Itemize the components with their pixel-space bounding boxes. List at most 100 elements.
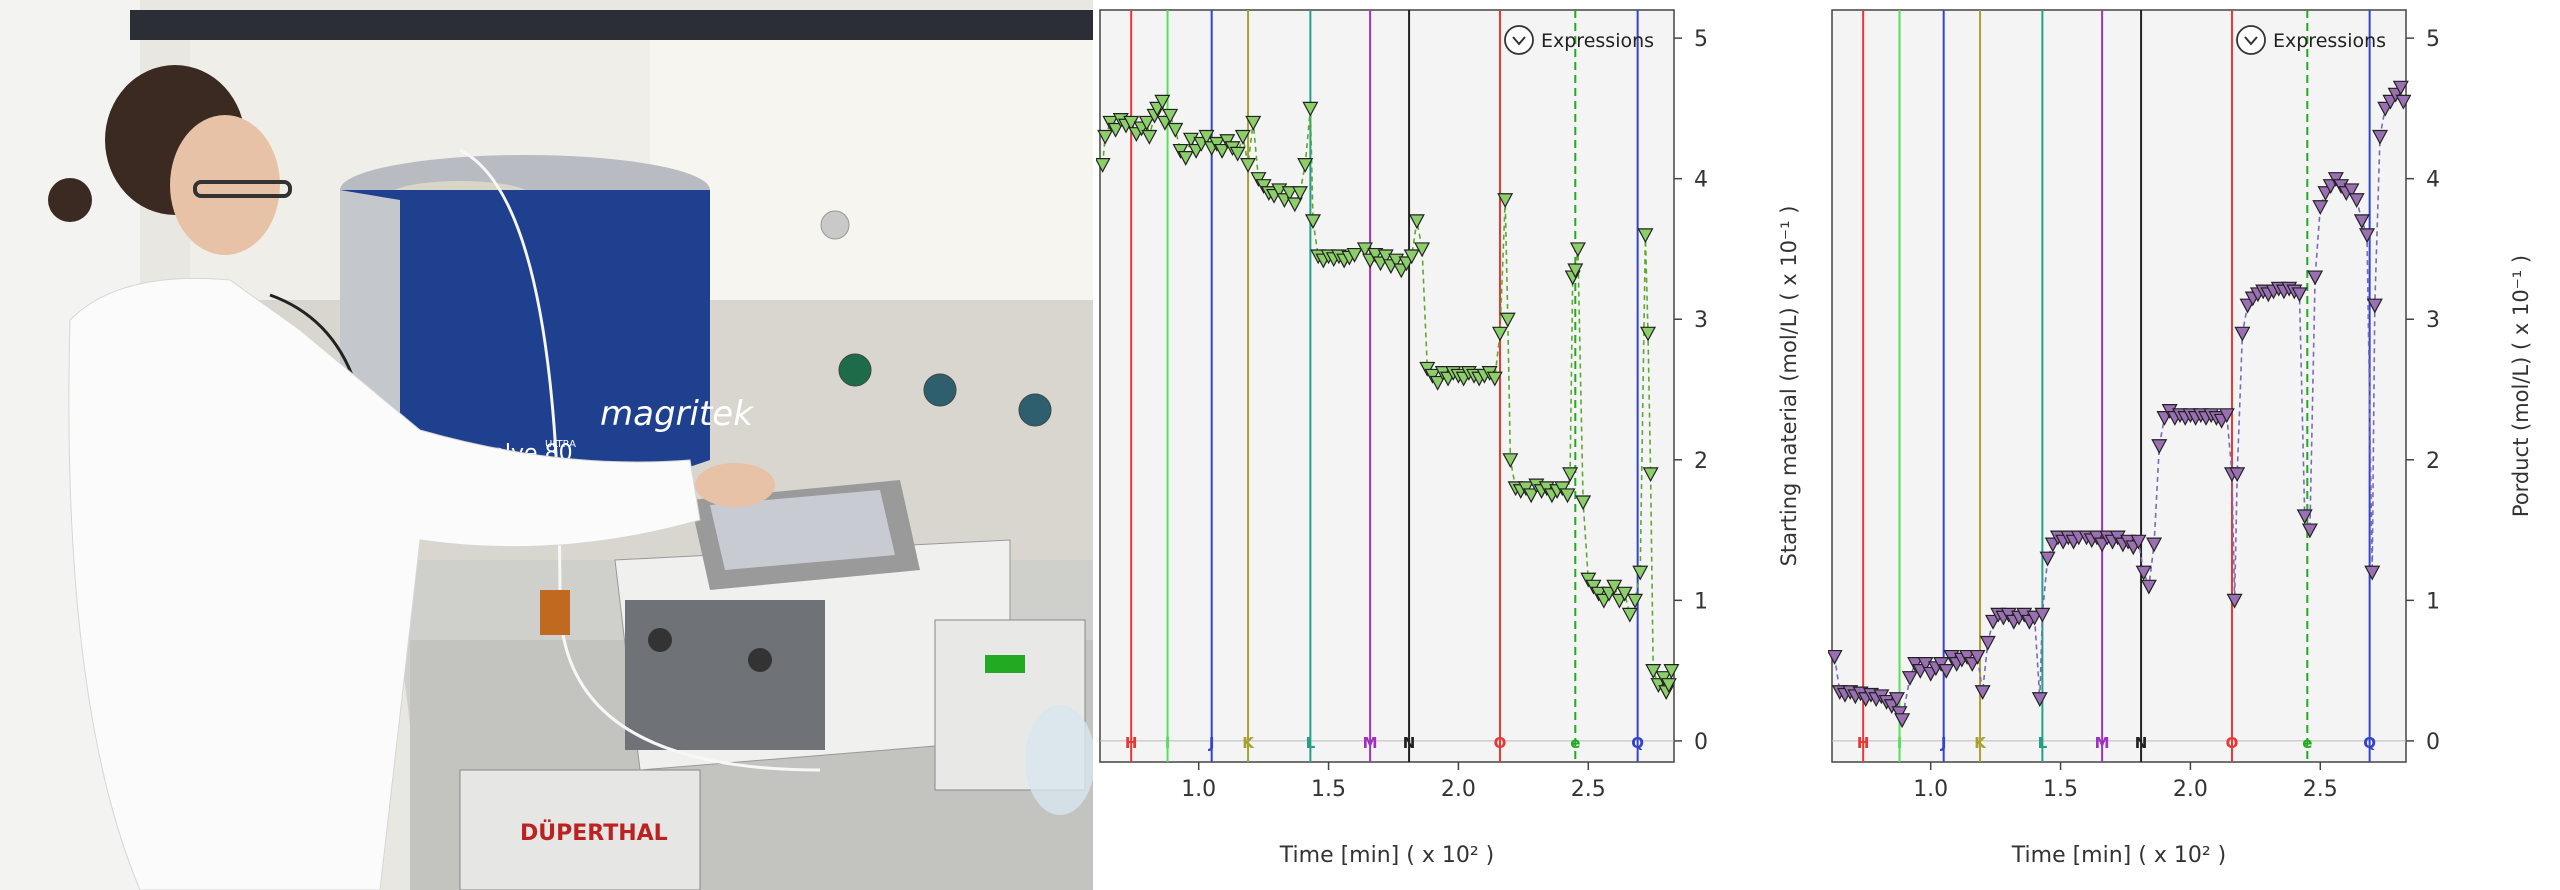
data-point (2348, 193, 2365, 209)
y-tick-label: 1 (2426, 589, 2440, 614)
expressions-button[interactable]: Expressions (1504, 25, 1654, 55)
expressions-button-label[interactable]: Expressions (1541, 30, 1654, 52)
cabinet-brand-label: DÜPERTHAL (520, 820, 668, 846)
data-point (1974, 685, 1991, 700)
pump-display (985, 655, 1025, 673)
y-tick-label: 3 (1694, 308, 1708, 333)
data-point (1627, 593, 1644, 609)
event-marker-label: I (1165, 734, 1171, 752)
lab-coat (68, 277, 701, 890)
data-point (1346, 247, 1363, 263)
reagent-bottle (1025, 705, 1093, 815)
chevron-down-glyph (2244, 36, 2258, 46)
data-point (1559, 488, 1576, 504)
data-point (2146, 537, 2163, 553)
x-tick-label: 1.5 (1311, 777, 1346, 802)
y-tick-label: 5 (2426, 27, 2440, 52)
x-tick-label: 2.5 (1571, 777, 1606, 802)
chevron-down-icon[interactable] (1504, 25, 1534, 55)
data-point (1429, 375, 1446, 391)
pump-panel (625, 600, 825, 750)
data-point (1367, 247, 1384, 263)
data-point (2359, 228, 2376, 244)
data-point (1938, 664, 1955, 679)
data-point (1377, 249, 1394, 265)
plot-area (1831, 9, 2407, 763)
event-marker-label: I (1897, 734, 1903, 752)
data-point (1969, 649, 1986, 665)
expressions-button[interactable]: Expressions (2236, 25, 2386, 55)
data-point (2291, 287, 2308, 303)
data-point (2218, 408, 2235, 424)
event-marker-label: N (1403, 734, 1416, 752)
spectrometer-body (340, 190, 710, 492)
event-marker-label: J (1208, 734, 1215, 752)
data-point (2395, 94, 2412, 110)
data-point (1240, 158, 1257, 173)
data-point (2296, 509, 2313, 525)
data-point (1562, 467, 1579, 483)
x-tick-label: 2.5 (2303, 777, 2338, 802)
event-marker-label: J (1940, 734, 1947, 752)
event-marker-label: Q (2363, 734, 2376, 752)
data-point (1621, 607, 1638, 623)
data-point (1894, 713, 1911, 729)
y-tick-label: 0 (2426, 730, 2440, 755)
y-tick-label: 2 (1694, 449, 1708, 474)
data-point (2307, 270, 2324, 286)
data-point (1642, 467, 1659, 483)
data-point (2039, 551, 2056, 567)
x-axis-label: Time [min] ( x 10² ) (2011, 843, 2226, 868)
data-point (2366, 298, 2383, 314)
event-marker-label: e (1570, 734, 1580, 752)
gas-valve-icon (820, 210, 850, 240)
event-marker-label: H (1125, 734, 1138, 752)
data-point (2234, 326, 2251, 342)
event-marker-label: K (1974, 734, 1987, 752)
data-point (1567, 263, 1584, 279)
valve-knob-icon (648, 628, 672, 652)
data-point (2372, 129, 2389, 145)
data-point (1660, 678, 1677, 693)
data-point (1640, 326, 1657, 342)
data-point (1917, 657, 1934, 672)
wall-outlet-icon (1018, 393, 1052, 427)
spectrometer-brand-label: magritek (600, 394, 754, 434)
y-tick-label: 3 (2426, 308, 2440, 333)
expressions-button-label[interactable]: Expressions (2273, 30, 2386, 52)
event-marker-label: L (2038, 734, 2048, 752)
chevron-down-icon[interactable] (2236, 25, 2266, 55)
event-marker-label: H (1857, 734, 1870, 752)
event-marker-label: K (1242, 734, 1255, 752)
event-marker-label: Q (1631, 734, 1644, 752)
data-point (2229, 467, 2246, 483)
event-marker-label: M (1363, 734, 1378, 752)
data-point (1286, 197, 1303, 213)
data-point (1107, 122, 1124, 138)
data-point (1177, 150, 1194, 166)
orange-fitting (540, 590, 570, 635)
data-point (1575, 495, 1592, 511)
event-marker-label: O (1494, 734, 1507, 752)
safety-glasses-icon (193, 180, 292, 198)
data-point (1182, 132, 1199, 148)
data-point (1281, 186, 1298, 201)
data-point (1632, 565, 1649, 581)
event-marker-label: e (2302, 734, 2312, 752)
wall-outlet-icon (838, 353, 872, 387)
x-tick-label: 2.0 (1441, 777, 1476, 802)
data-point (1154, 94, 1171, 110)
data-point (2226, 593, 2243, 609)
plot-area (1099, 9, 1675, 763)
hood-top-frame (130, 10, 1093, 40)
event-marker-label: L (1306, 734, 1316, 752)
data-point (1569, 242, 1586, 258)
x-axis-label: Time [min] ( x 10² ) (1279, 843, 1494, 868)
data-point (1497, 193, 1514, 209)
data-point (1214, 143, 1231, 159)
y-tick-label: 1 (1694, 589, 1708, 614)
data-point (2034, 607, 2051, 623)
data-point (1138, 115, 1155, 131)
